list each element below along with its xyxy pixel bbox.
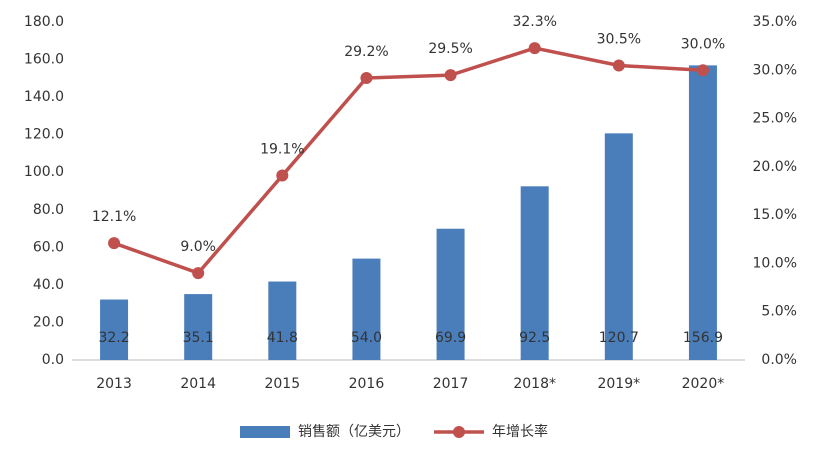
bar-value-label: 32.2: [98, 330, 129, 346]
legend-swatch: [240, 426, 290, 438]
y-tick-label: 160.0: [24, 52, 64, 68]
line-marker: [528, 42, 541, 55]
y2-tick-label: 5.0%: [761, 304, 797, 320]
line-marker: [360, 72, 373, 85]
y2-tick-label: 30.0%: [753, 62, 797, 78]
y2-tick-label: 20.0%: [753, 159, 797, 175]
bar-value-label: 120.7: [599, 330, 639, 346]
bar: [436, 228, 465, 360]
y-tick-label: 60.0: [33, 239, 64, 255]
line-value-label: 9.0%: [180, 239, 216, 255]
line-value-label: 29.5%: [428, 41, 472, 57]
bar: [352, 258, 381, 360]
x-tick-label: 2020*: [682, 376, 725, 392]
y-tick-label: 180.0: [24, 14, 64, 30]
y-tick-label: 100.0: [24, 164, 64, 180]
x-tick-label: 2016: [349, 376, 385, 392]
bar: [268, 281, 297, 360]
y2-tick-label: 15.0%: [753, 207, 797, 223]
y-tick-label: 40.0: [33, 277, 64, 293]
line-marker: [444, 69, 457, 82]
legend-swatch: [453, 426, 465, 438]
line-value-label: 30.5%: [597, 31, 641, 47]
y-tick-label: 120.0: [24, 127, 64, 143]
line-marker: [192, 267, 205, 280]
line-marker: [276, 169, 289, 182]
bar: [688, 65, 717, 361]
line-marker: [108, 237, 121, 250]
bar-value-label: 54.0: [351, 330, 382, 346]
y-tick-label: 20.0: [33, 314, 64, 330]
line-value-label: 29.2%: [344, 44, 388, 60]
line-value-label: 30.0%: [681, 36, 725, 52]
bar: [184, 294, 213, 360]
legend-label: 年增长率: [492, 423, 548, 440]
x-tick-label: 2018*: [513, 376, 556, 392]
x-tick-label: 2014: [180, 376, 216, 392]
bar-value-label: 69.9: [435, 330, 466, 346]
line: [113, 46, 704, 276]
y-tick-label: 140.0: [24, 89, 64, 105]
x-tick-label: 2015: [264, 376, 300, 392]
x-tick-label: 2017: [433, 376, 469, 392]
y-tick-label: 0.0: [42, 352, 64, 368]
bar-value-label: 156.9: [683, 330, 723, 346]
y-tick-label: 80.0: [33, 202, 64, 218]
line-value-label: 19.1%: [260, 142, 304, 158]
bar: [520, 186, 549, 360]
legend-label: 销售额（亿美元）: [298, 424, 410, 440]
bar-value-label: 41.8: [267, 330, 298, 346]
y2-tick-label: 10.0%: [753, 255, 797, 271]
bar: [604, 133, 633, 360]
y2-tick-label: 0.0%: [761, 352, 797, 368]
y2-tick-label: 35.0%: [753, 14, 797, 30]
line-marker: [612, 59, 625, 72]
x-tick-label: 2019*: [597, 376, 640, 392]
line-marker: [696, 64, 709, 77]
bar: [100, 299, 129, 360]
line-value-label: 12.1%: [92, 209, 136, 225]
bar-value-label: 92.5: [519, 330, 550, 346]
y2-tick-label: 25.0%: [753, 111, 797, 127]
x-tick-label: 2013: [96, 376, 132, 392]
line-value-label: 32.3%: [512, 14, 556, 30]
bar-value-label: 35.1: [183, 330, 214, 346]
